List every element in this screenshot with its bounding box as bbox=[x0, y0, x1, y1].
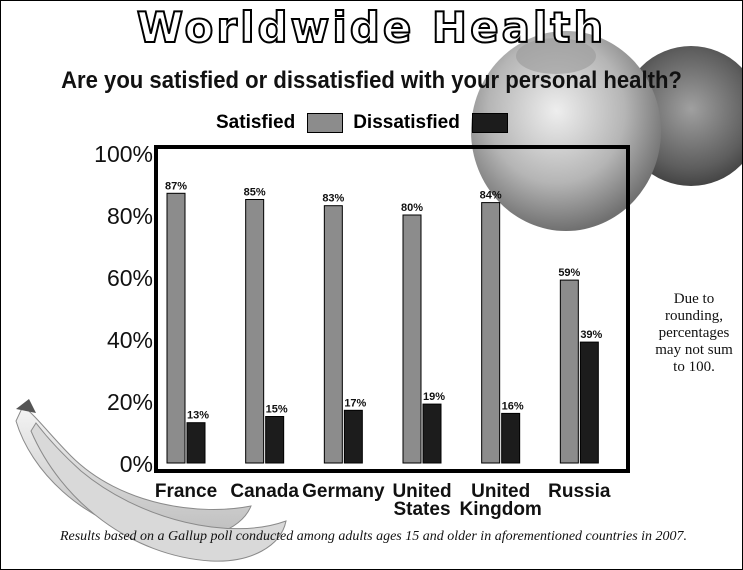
source-footnote: Results based on a Gallup poll conducted… bbox=[59, 529, 688, 544]
bar-satisfied bbox=[559, 279, 579, 464]
chart-legend: Satisfied Dissatisfied bbox=[216, 109, 518, 137]
x-category-label: Canada bbox=[230, 481, 299, 502]
x-category-label: France bbox=[155, 481, 217, 502]
banana-icon bbox=[15, 399, 287, 562]
y-tick-label: 100% bbox=[94, 141, 153, 167]
x-category-label: Germany bbox=[302, 481, 385, 502]
bar-dissatisfied bbox=[265, 416, 285, 464]
data-label-satisfied: 80% bbox=[401, 202, 423, 214]
bar-satisfied bbox=[402, 214, 422, 464]
apple-icon bbox=[471, 31, 742, 231]
y-tick-label: 60% bbox=[107, 265, 153, 291]
bar-dissatisfied bbox=[343, 409, 363, 464]
y-tick-label: 40% bbox=[107, 327, 153, 353]
legend-swatch-dissatisfied bbox=[471, 113, 508, 133]
data-label-dissatisfied: 19% bbox=[423, 391, 445, 403]
data-label-dissatisfied: 13% bbox=[187, 410, 209, 422]
data-label-satisfied: 84% bbox=[480, 190, 502, 202]
data-label-satisfied: 59% bbox=[558, 267, 580, 279]
data-label-satisfied: 83% bbox=[322, 193, 344, 205]
bar-satisfied bbox=[481, 202, 501, 464]
bar-satisfied bbox=[245, 199, 265, 464]
page-title: Worldwide Health bbox=[136, 2, 607, 53]
data-label-dissatisfied: 16% bbox=[502, 400, 524, 412]
rounding-note: Due to rounding, percentages may not sum… bbox=[655, 291, 733, 375]
bar-satisfied bbox=[323, 205, 343, 464]
y-tick-label: 0% bbox=[120, 451, 153, 477]
data-label-satisfied: 87% bbox=[165, 180, 187, 192]
legend-swatch-satisfied bbox=[307, 113, 344, 133]
bar-dissatisfied bbox=[422, 403, 442, 464]
x-category-label: United bbox=[392, 481, 451, 502]
bar-satisfied bbox=[166, 192, 186, 464]
legend-label-dissatisfied: Dissatisfied bbox=[353, 112, 460, 133]
x-category-label: United bbox=[471, 481, 530, 502]
chart-question: Are you satisfied or dissatisfied with y… bbox=[61, 67, 682, 94]
data-label-dissatisfied: 39% bbox=[580, 329, 602, 341]
legend-label-satisfied: Satisfied bbox=[216, 112, 296, 133]
plot-area-border bbox=[154, 145, 630, 473]
bar-dissatisfied bbox=[579, 341, 599, 464]
data-label-dissatisfied: 15% bbox=[266, 404, 288, 416]
data-label-satisfied: 85% bbox=[244, 187, 266, 199]
x-category-label: Kingdom bbox=[460, 499, 542, 520]
data-label-dissatisfied: 17% bbox=[344, 397, 366, 409]
y-tick-label: 80% bbox=[107, 203, 153, 229]
bar-dissatisfied bbox=[186, 422, 206, 464]
x-category-label: Russia bbox=[548, 481, 611, 502]
x-category-label: States bbox=[393, 499, 450, 520]
y-tick-label: 20% bbox=[107, 389, 153, 415]
bar-dissatisfied bbox=[501, 412, 521, 464]
